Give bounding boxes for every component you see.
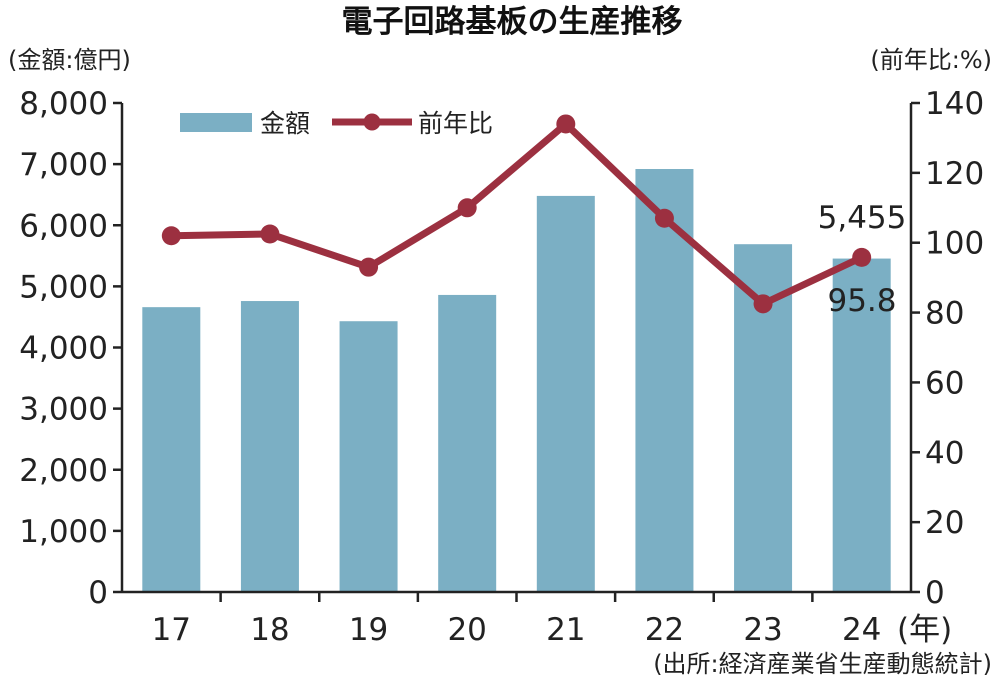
left-axis-unit: (金額:億円) — [8, 46, 131, 74]
line-point-20 — [457, 198, 477, 218]
bar-21 — [536, 195, 595, 592]
tick-labels: 0 1,000 2,000 3,000 4,000 5,000 6,000 7,000 8,00… — [19, 86, 984, 648]
chart-title: 電子回路基板の生産推移 — [342, 4, 683, 40]
left-tick-label: 6,000 — [19, 208, 108, 244]
tick-marks — [113, 101, 920, 602]
right-tick-label: 80 — [925, 296, 964, 332]
right-tick-label: 60 — [925, 365, 964, 401]
left-tick-label: 2,000 — [19, 453, 108, 489]
data-label-bar-24: 5,455 — [818, 200, 907, 236]
x-tick-label: 20 — [447, 612, 486, 648]
left-tick-label: 8,000 — [19, 86, 108, 122]
bar-20 — [438, 294, 497, 592]
x-tick-label: 21 — [546, 612, 585, 648]
legend-label-bar: 金額 — [260, 109, 310, 138]
x-axis-unit: (年) — [897, 612, 952, 648]
bar-series — [142, 169, 891, 593]
line-point-19 — [359, 257, 379, 277]
x-tick-label: 22 — [645, 612, 684, 648]
right-tick-label: 40 — [925, 435, 964, 471]
left-tick-label: 7,000 — [19, 147, 108, 183]
right-tick-label: 120 — [925, 156, 984, 192]
line-point-21 — [556, 114, 576, 134]
x-tick-label: 24 — [842, 612, 881, 648]
x-tick-label: 19 — [349, 612, 388, 648]
bar-18 — [240, 301, 299, 592]
left-tick-label: 5,000 — [19, 269, 108, 305]
data-label-line-24: 95.8 — [827, 283, 896, 319]
axes — [120, 103, 913, 594]
line-path — [171, 120, 864, 308]
right-axis-unit: (前年比:%) — [870, 46, 992, 74]
right-tick-label: 0 — [925, 575, 945, 611]
source-note: (出所:経済産業省生産動態統計) — [653, 650, 992, 678]
left-tick-label: 3,000 — [19, 392, 108, 428]
x-tick-label: 17 — [152, 612, 191, 648]
right-tick-label: 20 — [925, 505, 964, 541]
line-point-17 — [161, 226, 181, 246]
left-tick-label: 4,000 — [19, 331, 108, 367]
legend-swatch-bar — [180, 113, 252, 132]
x-tick-label: 23 — [743, 612, 782, 648]
right-tick-label: 100 — [925, 226, 984, 262]
bar-17 — [142, 307, 201, 592]
x-tick-label: 18 — [250, 612, 289, 648]
line-point-22 — [654, 208, 674, 228]
line-point-24 — [852, 247, 872, 267]
line-series — [161, 114, 872, 314]
line-point-23 — [753, 294, 773, 314]
left-tick-label: 0 — [88, 575, 108, 611]
legend-label-line: 前年比 — [418, 109, 493, 138]
bar-19 — [339, 321, 398, 592]
bar-24 — [832, 258, 891, 592]
right-tick-label: 140 — [925, 86, 984, 122]
legend-swatch-marker — [363, 113, 381, 131]
legend: 金額 前年比 — [180, 109, 493, 138]
left-tick-label: 1,000 — [19, 514, 108, 550]
line-point-18 — [260, 224, 280, 244]
